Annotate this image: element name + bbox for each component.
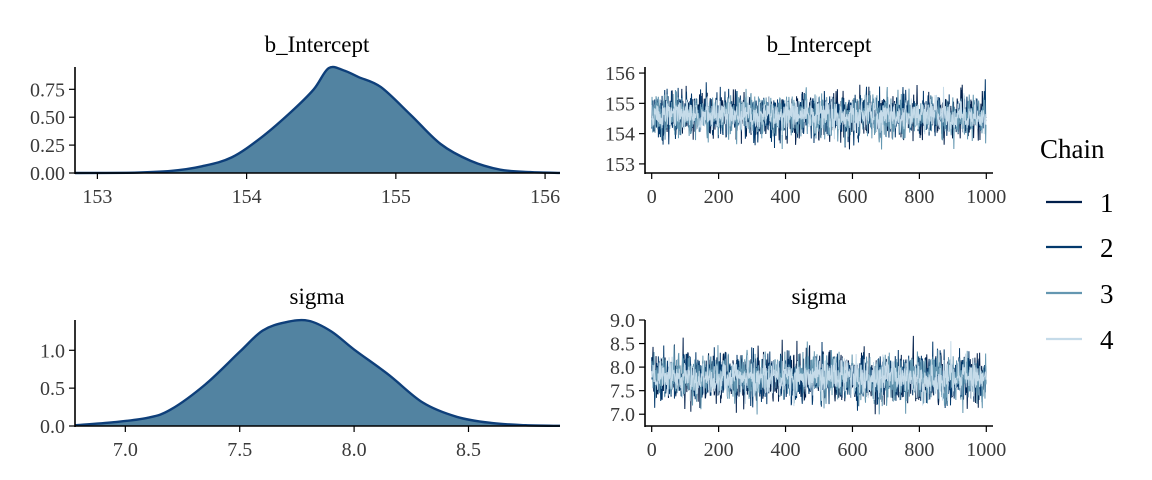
x-tick-label: 153 <box>82 186 112 208</box>
legend-label-3: 3 <box>1100 279 1114 309</box>
x-tick-label: 1000 <box>966 186 1006 208</box>
b-intercept-density-panel: b_Intercept 153 154 155 156 0.00 0.25 0.50 0.75 <box>30 32 560 208</box>
x-tick-label: 7.5 <box>227 439 252 461</box>
panel-title: sigma <box>290 284 345 309</box>
y-tick-label: 0.5 <box>40 378 65 400</box>
y-tick-label: 0.0 <box>40 416 65 438</box>
y-tick-label: 0.75 <box>30 79 65 101</box>
x-tick-label: 200 <box>704 186 734 208</box>
x-tick-label: 0 <box>647 439 657 461</box>
x-tick-label: 800 <box>904 186 934 208</box>
b-intercept-trace-panel: b_Intercept 0 200 400 600 800 1000 153 154 155 156 <box>605 32 1006 208</box>
x-tick-label: 8.5 <box>456 439 481 461</box>
y-tick-label: 8.0 <box>610 357 635 379</box>
x-tick-label: 155 <box>381 186 411 208</box>
x-tick-label: 1000 <box>966 439 1006 461</box>
x-tick-label: 154 <box>232 186 262 208</box>
legend-label-1: 1 <box>1100 188 1114 218</box>
density-curve <box>74 318 561 428</box>
legend-label-4: 4 <box>1100 325 1114 355</box>
legend-label-2: 2 <box>1100 233 1114 263</box>
x-tick-label: 600 <box>837 186 867 208</box>
y-tick-label: 154 <box>605 124 635 146</box>
density-area <box>75 320 560 426</box>
x-tick-label: 200 <box>704 439 734 461</box>
y-tick-label: 153 <box>605 154 635 176</box>
y-tick-label: 1.0 <box>40 340 65 362</box>
y-tick-label: 7.5 <box>610 381 635 403</box>
y-tick-label: 7.0 <box>610 404 635 426</box>
y-tick-label: 0.25 <box>30 135 65 157</box>
trace-chain-4 <box>651 341 987 407</box>
sigma-trace-panel: sigma 0 200 400 600 800 1000 7.07.58.08.59.0 <box>610 284 1006 461</box>
density-area <box>75 66 560 173</box>
x-tick-label: 400 <box>771 186 801 208</box>
y-tick-label: 0.50 <box>30 107 65 129</box>
y-tick-label: 155 <box>605 93 635 115</box>
legend-title: Chain <box>1040 134 1105 164</box>
x-tick-label: 156 <box>530 186 560 208</box>
x-tick-label: 400 <box>771 439 801 461</box>
chain-legend: Chain 1 2 3 4 <box>1040 134 1114 355</box>
panel-title: sigma <box>792 284 847 309</box>
sigma-density-panel: sigma 7.0 7.5 8.0 8.5 0.0 0.5 1.0 <box>40 284 561 461</box>
panel-title: b_Intercept <box>767 32 872 57</box>
y-tick-label: 0.00 <box>30 163 65 185</box>
x-tick-label: 8.0 <box>342 439 367 461</box>
panel-title: b_Intercept <box>265 32 370 57</box>
x-tick-label: 0 <box>647 186 657 208</box>
y-tick-label: 8.5 <box>610 334 635 356</box>
density-curve <box>74 65 561 175</box>
x-tick-label: 7.0 <box>113 439 138 461</box>
x-tick-label: 800 <box>904 439 934 461</box>
x-tick-label: 600 <box>837 439 867 461</box>
y-tick-label: 156 <box>605 63 635 85</box>
y-tick-label: 9.0 <box>610 310 635 332</box>
trace-chain-4 <box>651 86 987 140</box>
